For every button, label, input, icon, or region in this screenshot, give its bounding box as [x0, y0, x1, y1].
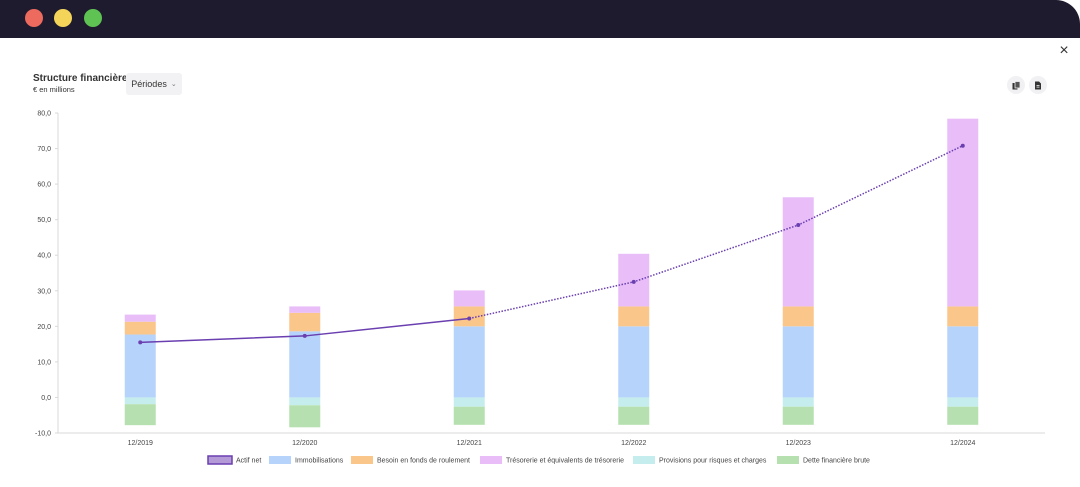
legend-item[interactable]: Dette financière brute	[777, 456, 870, 465]
bar-immobilisations	[782, 326, 814, 398]
y-tick-label: 20,0	[37, 324, 51, 331]
bar-provisions	[124, 397, 156, 405]
bar-tresorerie	[124, 314, 156, 322]
y-tick-label: 10,0	[37, 359, 51, 366]
y-tick-label: 70,0	[37, 146, 51, 153]
x-tick-label: 12/2019	[128, 440, 153, 447]
legend-swatch	[351, 456, 373, 464]
bar-immobilisations	[289, 331, 321, 398]
bar-immobilisations	[947, 326, 979, 398]
legend-item[interactable]: Actif net	[207, 455, 261, 465]
legend-swatch	[777, 456, 799, 464]
bar-bfr	[289, 312, 321, 332]
bar-provisions	[618, 397, 650, 407]
chart-header: Structure financière € en millions	[33, 73, 127, 94]
actif-net-line-forecast	[469, 145, 964, 320]
copy-icon	[1012, 80, 1020, 89]
legend-item[interactable]: Provisions pour risques et charges	[633, 456, 767, 465]
chevron-down-icon: ⌄	[170, 81, 177, 88]
legend-label: Dette financière brute	[803, 458, 870, 465]
legend-label: Besoin en fonds de roulement	[377, 458, 470, 465]
bar-tresorerie	[289, 306, 321, 313]
actif-net-point	[138, 340, 143, 345]
actif-net-point	[796, 223, 801, 227]
legend-label: Immobilisations	[295, 458, 344, 465]
close-icon[interactable]: ×	[1059, 42, 1069, 59]
copy-button[interactable]	[1007, 76, 1025, 94]
legend-label: Provisions pour risques et charges	[659, 458, 767, 465]
bar-dette	[289, 405, 321, 428]
bar-bfr	[618, 306, 650, 327]
export-document-button[interactable]	[1029, 76, 1047, 94]
window-minimize-dot[interactable]	[54, 9, 72, 27]
bar-provisions	[947, 397, 979, 407]
bar-tresorerie	[453, 290, 485, 307]
bar-immobilisations	[618, 326, 650, 398]
document-icon	[1035, 81, 1041, 89]
actif-net-point	[302, 333, 307, 338]
legend-label: Trésorerie et équivalents de trésorerie	[506, 458, 624, 465]
actif-net-point	[467, 316, 472, 321]
bar-dette	[124, 404, 156, 426]
actif-net-point	[960, 143, 965, 148]
page-title: Structure financière	[33, 73, 128, 84]
legend-label: Actif net	[236, 458, 261, 465]
legend-swatch	[269, 456, 291, 464]
bar-immobilisations	[453, 326, 485, 398]
bar-bfr	[782, 306, 814, 327]
legend-swatch	[480, 456, 502, 464]
actif-net-point	[631, 279, 636, 284]
bar-tresorerie	[782, 197, 814, 307]
window-maximize-dot[interactable]	[84, 9, 102, 27]
bar-dette	[618, 406, 650, 425]
y-tick-label: 60,0	[37, 182, 51, 189]
legend-item[interactable]: Besoin en fonds de roulement	[351, 456, 470, 465]
bar-dette	[782, 406, 814, 425]
legend-swatch	[633, 456, 655, 464]
window-titlebar	[0, 0, 1080, 38]
y-tick-label: 40,0	[37, 253, 51, 260]
x-tick-label: 12/2021	[457, 440, 482, 447]
legend-item[interactable]: Immobilisations	[269, 456, 344, 465]
x-tick-label: 12/2020	[292, 440, 317, 447]
x-tick-label: 12/2023	[786, 440, 811, 447]
y-tick-label: 0,0	[41, 395, 51, 402]
bar-provisions	[289, 397, 321, 406]
y-tick-label: -10,0	[35, 431, 51, 438]
bar-provisions	[453, 397, 485, 407]
legend-swatch	[207, 455, 233, 465]
periods-label: Périodes	[131, 79, 167, 89]
bar-immobilisations	[124, 334, 156, 398]
bar-dette	[947, 406, 979, 425]
bar-bfr	[947, 306, 979, 327]
page-subtitle: € en millions	[33, 85, 75, 94]
x-tick-label: 12/2024	[950, 440, 975, 447]
window-close-dot[interactable]	[25, 9, 43, 27]
y-tick-label: 50,0	[37, 217, 51, 224]
x-tick-label: 12/2022	[621, 440, 646, 447]
y-tick-label: 80,0	[37, 111, 51, 118]
bar-provisions	[782, 397, 814, 407]
y-tick-label: 30,0	[37, 288, 51, 295]
bar-bfr	[453, 306, 485, 327]
bar-dette	[453, 406, 485, 425]
legend-item[interactable]: Trésorerie et équivalents de trésorerie	[480, 456, 624, 465]
periods-dropdown[interactable]: Périodes ⌄	[126, 73, 182, 95]
bar-bfr	[124, 321, 156, 335]
